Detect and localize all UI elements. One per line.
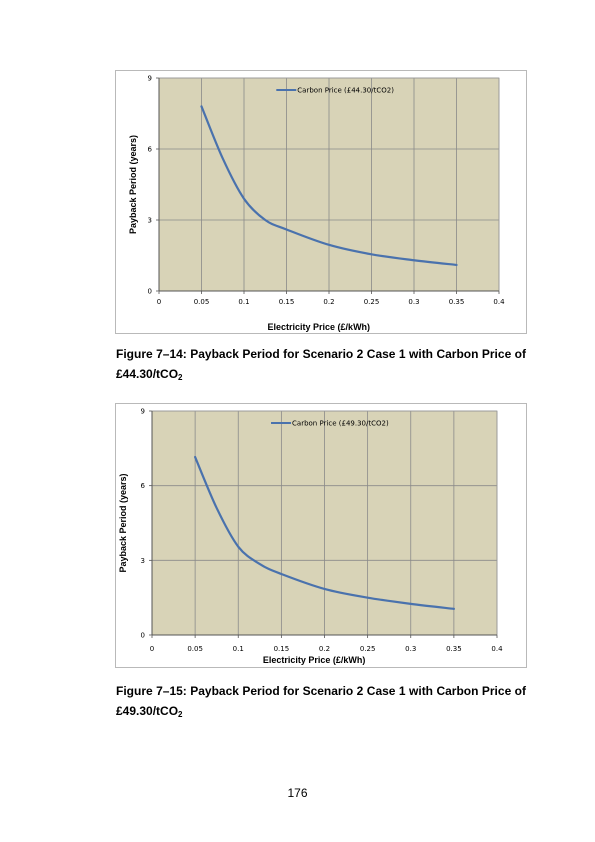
chart-1: 0 0.05 0.1 0.15 0.2 0.25 0.3 0.35 0.4 0 3 6 9 Carbon … [115,70,527,334]
chart-1-x-axis-title: Electricity Price (£/kWh) [268,322,371,332]
chart-1-svg: 0 0.05 0.1 0.15 0.2 0.25 0.3 0.35 0.4 0 3 6 9 Carbon … [128,75,505,333]
chart-2-legend-label: Carbon Price (£49.30/tCO2) [292,420,389,428]
chart-1-x-tick-label: 0.1 [238,298,249,306]
chart-2-x-tick-label: 0.15 [274,645,290,653]
chart-1-x-tick-label: 0.35 [449,298,465,306]
chart-2-x-tick-label: 0.25 [360,645,376,653]
chart-1-x-tick-label: 0 [157,298,161,306]
chart-1-y-tick-label: 9 [148,75,152,83]
chart-2-x-tick-label: 0.2 [319,645,330,653]
page-number: 176 [287,786,308,800]
chart-1-x-tick-label: 0.25 [364,298,380,306]
chart-1-y-axis-title: Payback Period (years) [128,135,138,234]
figure-caption-2-subscript: 2 [178,710,183,719]
chart-1-y-tick-label: 3 [148,217,152,225]
chart-1-series-line [200,105,458,267]
figure-caption-1-subscript: 2 [178,373,183,382]
chart-1-y-tick-label: 6 [148,146,153,154]
chart-2: 0 0.05 0.1 0.15 0.2 0.25 0.3 0.35 0.4 0 3 6 9 Carbon … [115,403,527,668]
chart-2-x-tick-label: 0.1 [233,645,244,653]
chart-2-y-tick-label: 3 [141,557,145,565]
chart-2-y-tick-label: 9 [141,408,145,416]
chart-2-y-tick-label: 6 [141,482,146,490]
chart-2-series-line [194,455,455,610]
chart-1-x-tick-label: 0.15 [279,298,295,306]
chart-2-x-tick-label: 0 [150,645,154,653]
chart-1-legend-label: Carbon Price (£44.30/tCO2) [297,87,394,95]
chart-2-y-tick-label: 0 [141,632,145,640]
chart-1-y-tick-label: 0 [148,288,152,296]
chart-2-svg: 0 0.05 0.1 0.15 0.2 0.25 0.3 0.35 0.4 0 3 6 9 Carbon … [118,408,503,666]
chart-1-x-tick-label: 0.3 [408,298,419,306]
chart-2-x-tick-label: 0.3 [405,645,416,653]
chart-1-x-tick-label: 0.05 [194,298,210,306]
figure-caption-1: Figure 7–14: Payback Period for Scenario… [116,344,526,384]
chart-2-x-tick-label: 0.05 [187,645,203,653]
figure-caption-2-text: Figure 7–15: Payback Period for Scenario… [116,684,526,718]
chart-2-x-axis-title: Electricity Price (£/kWh) [263,655,366,665]
chart-1-x-tick-label: 0.2 [323,298,334,306]
chart-2-x-tick-label: 0.4 [491,645,503,653]
chart-1-x-tick-label: 0.4 [493,298,505,306]
chart-2-x-tick-label: 0.35 [446,645,462,653]
chart-2-y-axis-title: Payback Period (years) [118,473,128,572]
figure-caption-1-text: Figure 7–14: Payback Period for Scenario… [116,347,526,381]
figure-caption-2: Figure 7–15: Payback Period for Scenario… [116,681,526,721]
